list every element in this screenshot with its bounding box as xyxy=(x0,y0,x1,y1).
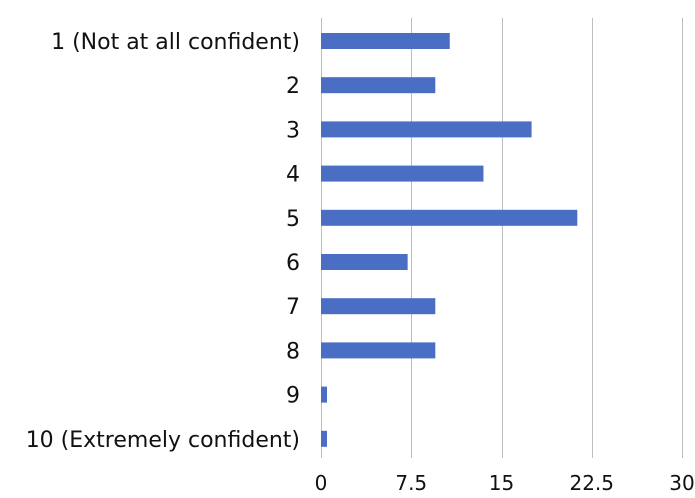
x-tick-labels: 0 7.5 15 22.5 30 xyxy=(315,471,695,495)
category-labels: 1 (Not at all confident) 2 3 4 5 6 7 8 9 10 (Extr… xyxy=(26,30,300,453)
bars xyxy=(321,33,578,447)
bar-5 xyxy=(321,209,578,226)
category-label-8: 8 xyxy=(286,339,300,364)
bar-8 xyxy=(321,342,436,359)
category-label-7: 7 xyxy=(286,295,300,320)
category-label-5: 5 xyxy=(286,207,300,232)
bar-1 xyxy=(321,33,450,49)
category-label-3: 3 xyxy=(286,118,300,143)
category-label-1: 1 (Not at all confident) xyxy=(51,30,300,55)
x-tick-label-1: 7.5 xyxy=(395,471,427,495)
x-tick-label-4: 30 xyxy=(669,471,694,495)
x-tick-label-3: 22.5 xyxy=(569,471,614,495)
bar-7 xyxy=(321,298,436,315)
bar-9 xyxy=(321,386,328,403)
bar-10 xyxy=(321,430,328,447)
category-label-2: 2 xyxy=(286,74,300,99)
category-label-10: 10 (Extremely confident) xyxy=(26,428,300,453)
bar-6 xyxy=(321,254,408,270)
bar-2 xyxy=(321,77,436,94)
category-label-4: 4 xyxy=(286,163,300,188)
category-label-9: 9 xyxy=(286,384,300,409)
bar-3 xyxy=(321,121,532,138)
category-label-6: 6 xyxy=(286,251,300,276)
bar-4 xyxy=(321,165,484,182)
x-tick-label-0: 0 xyxy=(315,471,328,495)
x-tick-label-2: 15 xyxy=(489,471,514,495)
